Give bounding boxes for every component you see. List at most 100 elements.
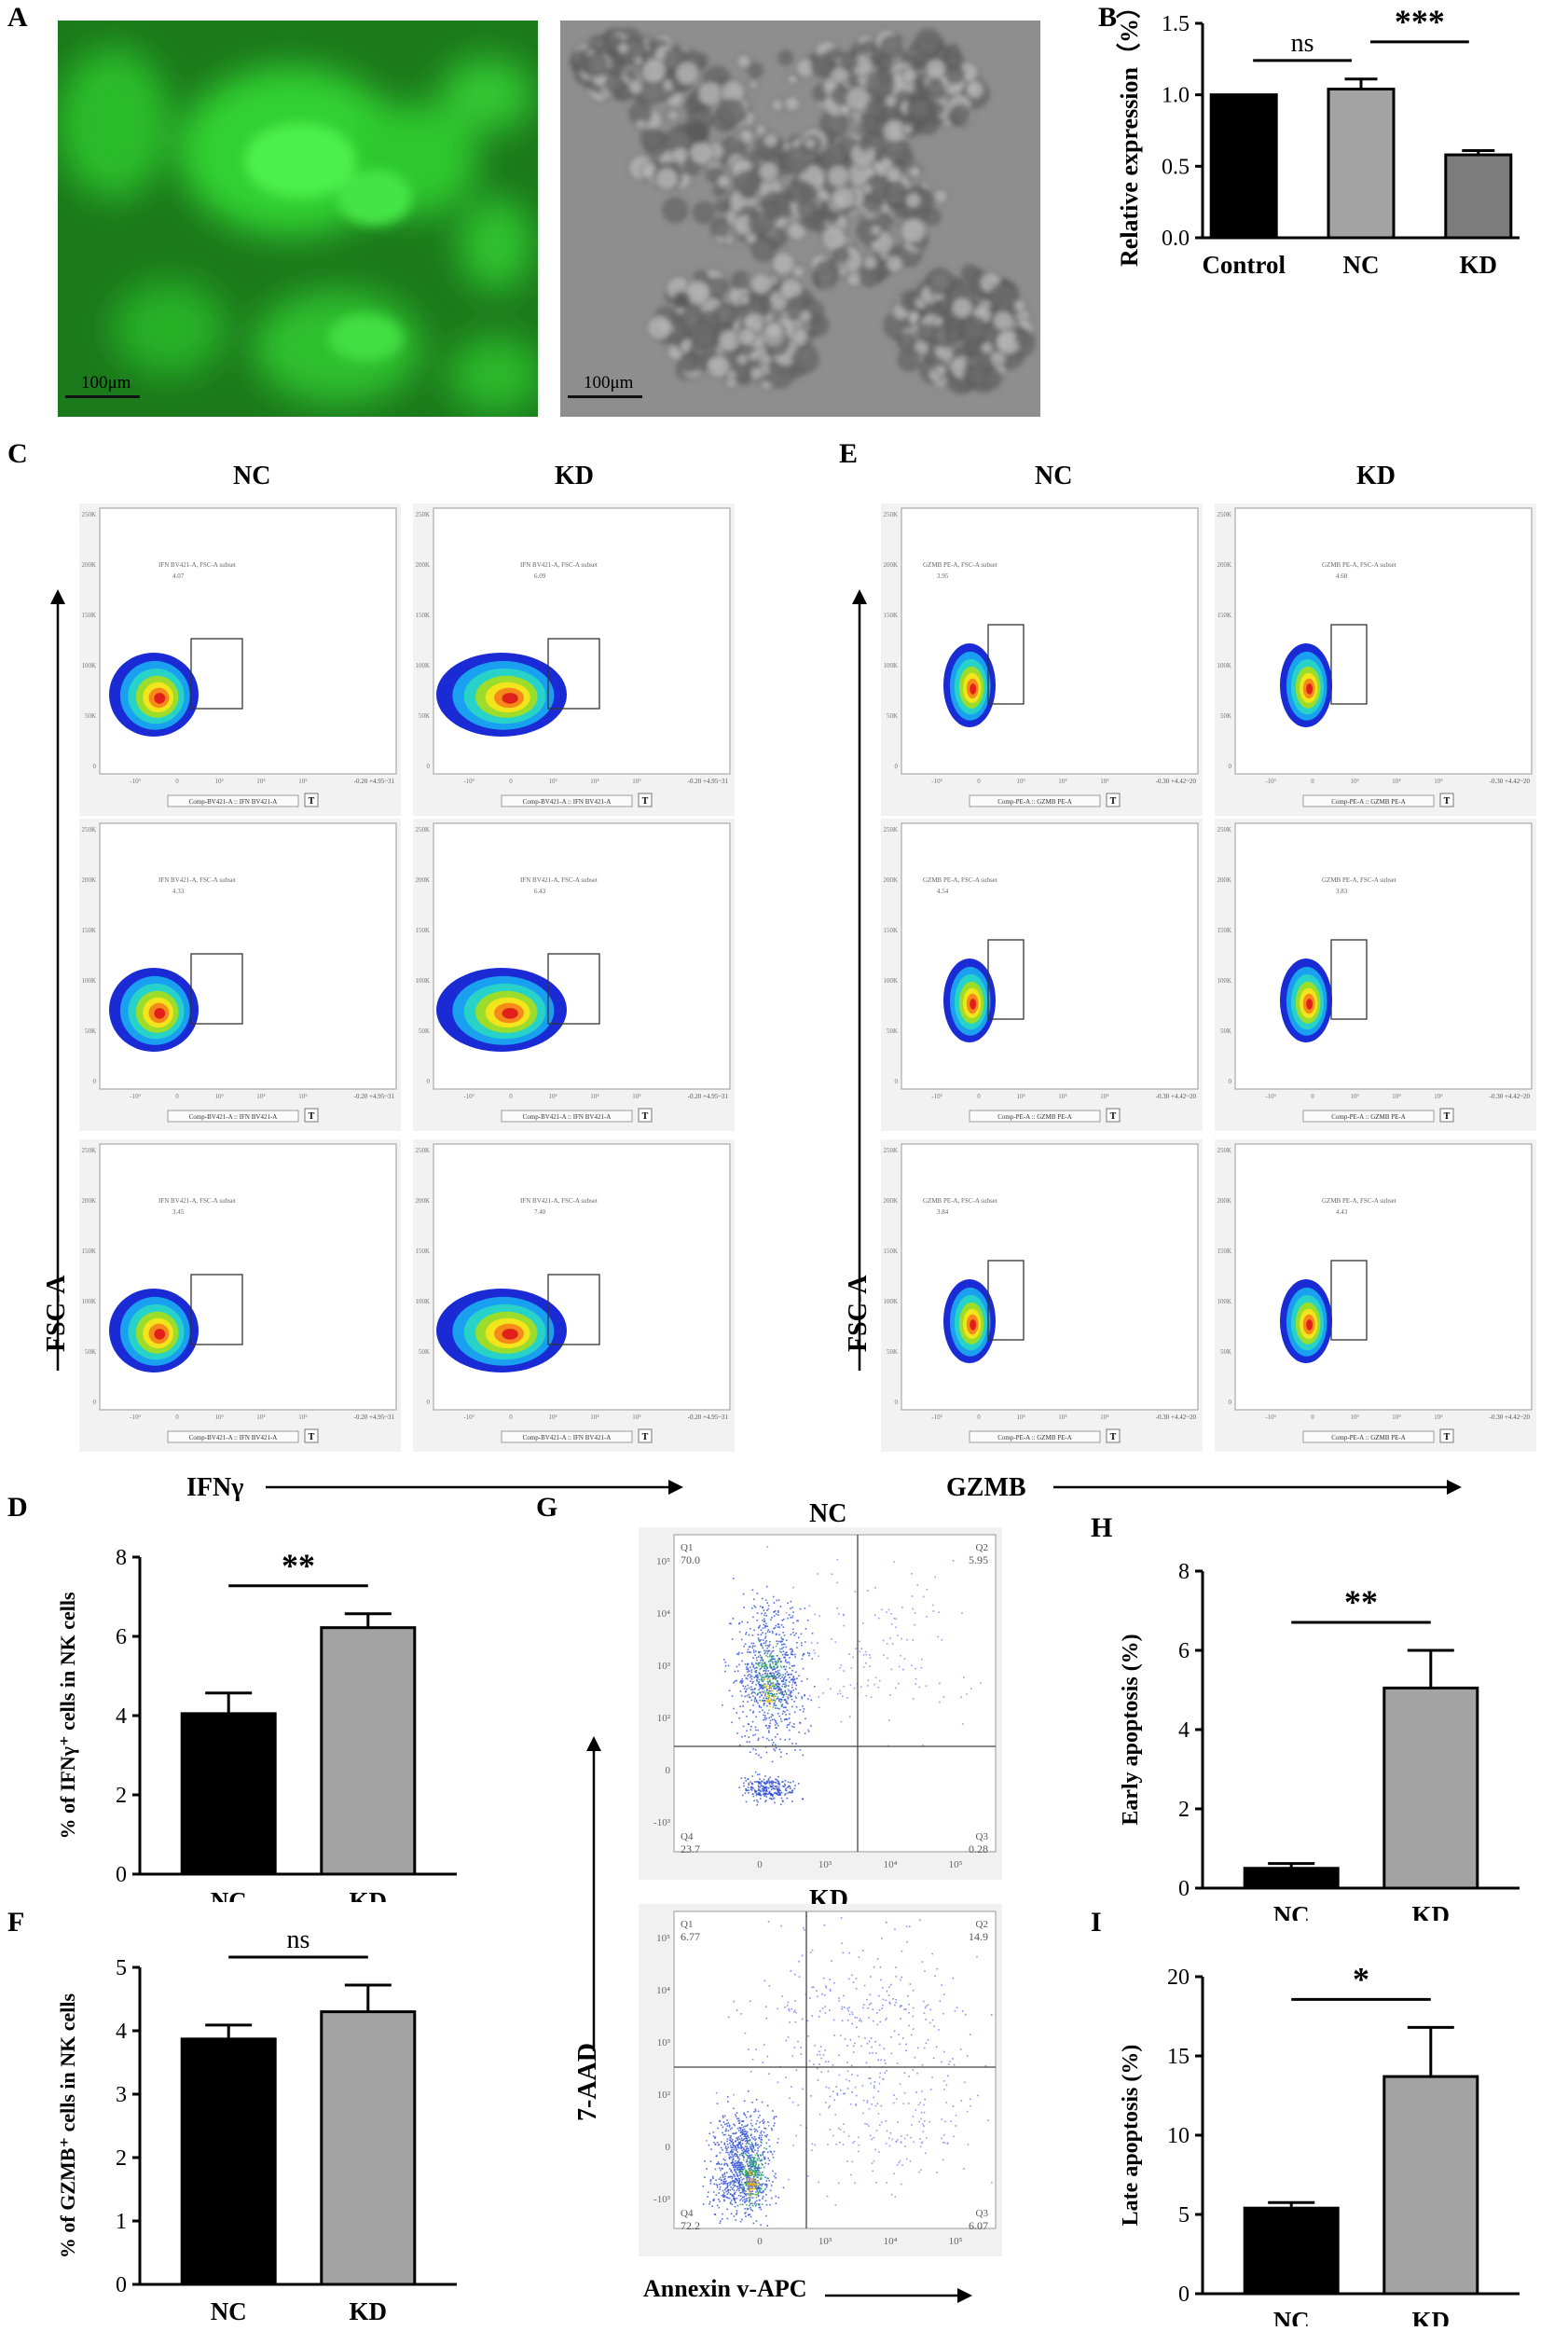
- transform-toggle[interactable]: [1439, 1108, 1454, 1123]
- panel-label-c: C: [7, 438, 28, 469]
- event-dot: [777, 1707, 778, 1709]
- event-dot: [750, 2144, 751, 2146]
- event-dot: [779, 1794, 782, 1796]
- event-dot: [894, 1928, 896, 1931]
- transform-toggle[interactable]: [1106, 1108, 1121, 1123]
- event-dot: [773, 1787, 776, 1790]
- fsc-tick: 0: [427, 763, 431, 770]
- event-dot: [742, 2172, 745, 2175]
- event-dot: [722, 2193, 724, 2196]
- event-dot: [851, 2091, 853, 2093]
- event-dot: [873, 2096, 875, 2099]
- event-dot: [748, 2193, 750, 2195]
- event-dot: [783, 1693, 786, 1696]
- axis-parameter-select[interactable]: [969, 1110, 1101, 1123]
- event-dot: [759, 1674, 761, 1676]
- event-dot: [897, 1634, 899, 1636]
- event-dot: [755, 2161, 757, 2164]
- transform-toggle[interactable]: [304, 1108, 319, 1123]
- event-dot: [731, 2154, 733, 2156]
- axis-parameter-select[interactable]: [501, 1110, 633, 1123]
- event-dot: [740, 2013, 743, 2015]
- event-dot: [849, 1684, 852, 1687]
- event-dot: [762, 1793, 764, 1796]
- event-dot: [772, 2181, 774, 2183]
- event-dot: [754, 1654, 757, 1656]
- event-dot: [806, 2174, 809, 2177]
- transform-toggle[interactable]: [1439, 793, 1454, 807]
- event-dot: [726, 2217, 729, 2220]
- event-dot: [915, 1683, 916, 1686]
- event-dot: [900, 2183, 902, 2186]
- event-dot: [737, 2174, 739, 2177]
- event-dot: [725, 2149, 728, 2152]
- transform-toggle[interactable]: [304, 1428, 319, 1443]
- event-dot: [723, 2188, 726, 2191]
- event-dot: [765, 2214, 767, 2217]
- event-dot: [766, 1625, 769, 1628]
- event-dot: [767, 2162, 770, 2165]
- transform-toggle-label: T: [309, 1111, 315, 1122]
- event-dot: [743, 2173, 745, 2176]
- event-dot: [872, 2008, 873, 2010]
- transform-toggle[interactable]: [638, 1428, 653, 1443]
- axis-parameter-select[interactable]: [167, 794, 299, 807]
- event-dot: [756, 2176, 758, 2178]
- event-dot: [763, 1683, 765, 1685]
- event-dot: [970, 1688, 972, 1690]
- event-dot: [778, 1715, 781, 1717]
- event-dot: [918, 1686, 921, 1689]
- fsc-tick: 50K: [887, 1028, 898, 1035]
- gate-title: IFN BV421-A, FSC-A subset: [158, 876, 236, 884]
- event-dot: [763, 1789, 766, 1791]
- fsc-tick: 150K: [883, 1248, 898, 1255]
- transform-toggle[interactable]: [638, 793, 653, 807]
- axis-parameter-select[interactable]: [167, 1110, 299, 1123]
- event-dot: [744, 2172, 747, 2173]
- transform-toggle[interactable]: [1439, 1428, 1454, 1443]
- axis-parameter-select[interactable]: [1302, 1110, 1435, 1123]
- axis-parameter-select[interactable]: [501, 794, 633, 807]
- event-dot: [723, 2123, 726, 2126]
- axis-parameter-label: Comp-BV421-A :: IFN BV421-A: [189, 1113, 278, 1121]
- axis-parameter-select[interactable]: [501, 1430, 633, 1443]
- event-dot: [770, 1793, 773, 1796]
- event-dot: [746, 2155, 749, 2157]
- event-dot: [750, 2170, 751, 2172]
- event-dot: [716, 2204, 719, 2207]
- event-dot: [765, 2193, 767, 2196]
- event-dot: [757, 2195, 760, 2198]
- axis-parameter-select[interactable]: [969, 1430, 1101, 1443]
- axis-parameter-select[interactable]: [167, 1430, 299, 1443]
- transform-toggle[interactable]: [1106, 793, 1121, 807]
- transform-toggle[interactable]: [1106, 1428, 1121, 1443]
- axis-parameter-select[interactable]: [1302, 794, 1435, 807]
- axis-parameter-select[interactable]: [1302, 1430, 1435, 1443]
- event-dot: [869, 1657, 872, 1659]
- event-dot: [732, 1578, 735, 1579]
- event-dot: [741, 1794, 744, 1797]
- event-dot: [744, 2137, 747, 2140]
- gate-box: [190, 1274, 243, 1345]
- event-dot: [761, 1644, 763, 1647]
- event-dot: [811, 2015, 814, 2017]
- event-dot: [754, 2165, 757, 2167]
- event-dot: [941, 2061, 942, 2063]
- transform-toggle[interactable]: [304, 793, 319, 807]
- event-dot: [763, 1621, 765, 1623]
- event-dot: [744, 2170, 747, 2172]
- x-tick: 10³: [1350, 778, 1358, 785]
- transform-toggle[interactable]: [638, 1108, 653, 1123]
- event-dot: [772, 1655, 775, 1657]
- event-dot: [758, 1640, 761, 1643]
- event-dot: [764, 1783, 767, 1786]
- event-dot: [763, 2127, 765, 2130]
- event-dot: [720, 2169, 722, 2172]
- axis-parameter-select[interactable]: [969, 794, 1101, 807]
- event-dot: [742, 1685, 744, 1688]
- event-dot: [733, 1681, 735, 1684]
- event-dot: [733, 2173, 736, 2176]
- event-dot: [846, 2061, 848, 2063]
- x-tick: -10³: [130, 1093, 140, 1100]
- event-dot: [750, 1676, 753, 1677]
